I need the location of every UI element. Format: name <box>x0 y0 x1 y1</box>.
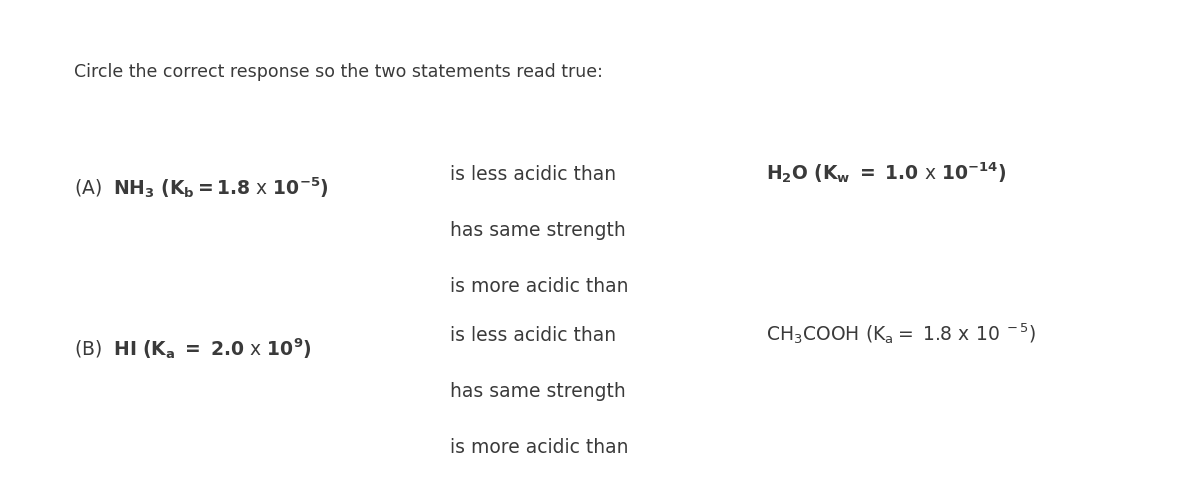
Text: is more acidic than: is more acidic than <box>450 438 629 457</box>
Text: has same strength: has same strength <box>450 221 625 240</box>
Text: is more acidic than: is more acidic than <box>450 277 629 296</box>
Text: $\mathsf{CH_3COOH\ (K_a{=}\ 1.8\ \mathrm{x}\ 10^{\ -5})}$: $\mathsf{CH_3COOH\ (K_a{=}\ 1.8\ \mathrm… <box>766 321 1036 346</box>
Text: is less acidic than: is less acidic than <box>450 165 616 184</box>
Text: Circle the correct response so the two statements read true:: Circle the correct response so the two s… <box>74 63 604 81</box>
Text: is less acidic than: is less acidic than <box>450 326 616 345</box>
Text: $\mathsf{\bf{H}_2\bf{O}\ (K_w\ {=}\ 1.0\ \mathrm{x}\ 10^{-14})}$: $\mathsf{\bf{H}_2\bf{O}\ (K_w\ {=}\ 1.0\… <box>766 161 1006 186</box>
Text: $\mathsf{(B)\ \ \bf{HI}\ (K_a\ {=}\ 2.0\ \mathrm{x}\ 10^{9})}$: $\mathsf{(B)\ \ \bf{HI}\ (K_a\ {=}\ 2.0\… <box>74 336 312 361</box>
Text: $\mathsf{(A)\ \ \bf{NH}_3\ (K_b{=}1.8\ \mathrm{x}\ 10^{-5})}$: $\mathsf{(A)\ \ \bf{NH}_3\ (K_b{=}1.8\ \… <box>74 175 329 200</box>
Text: has same strength: has same strength <box>450 382 625 401</box>
